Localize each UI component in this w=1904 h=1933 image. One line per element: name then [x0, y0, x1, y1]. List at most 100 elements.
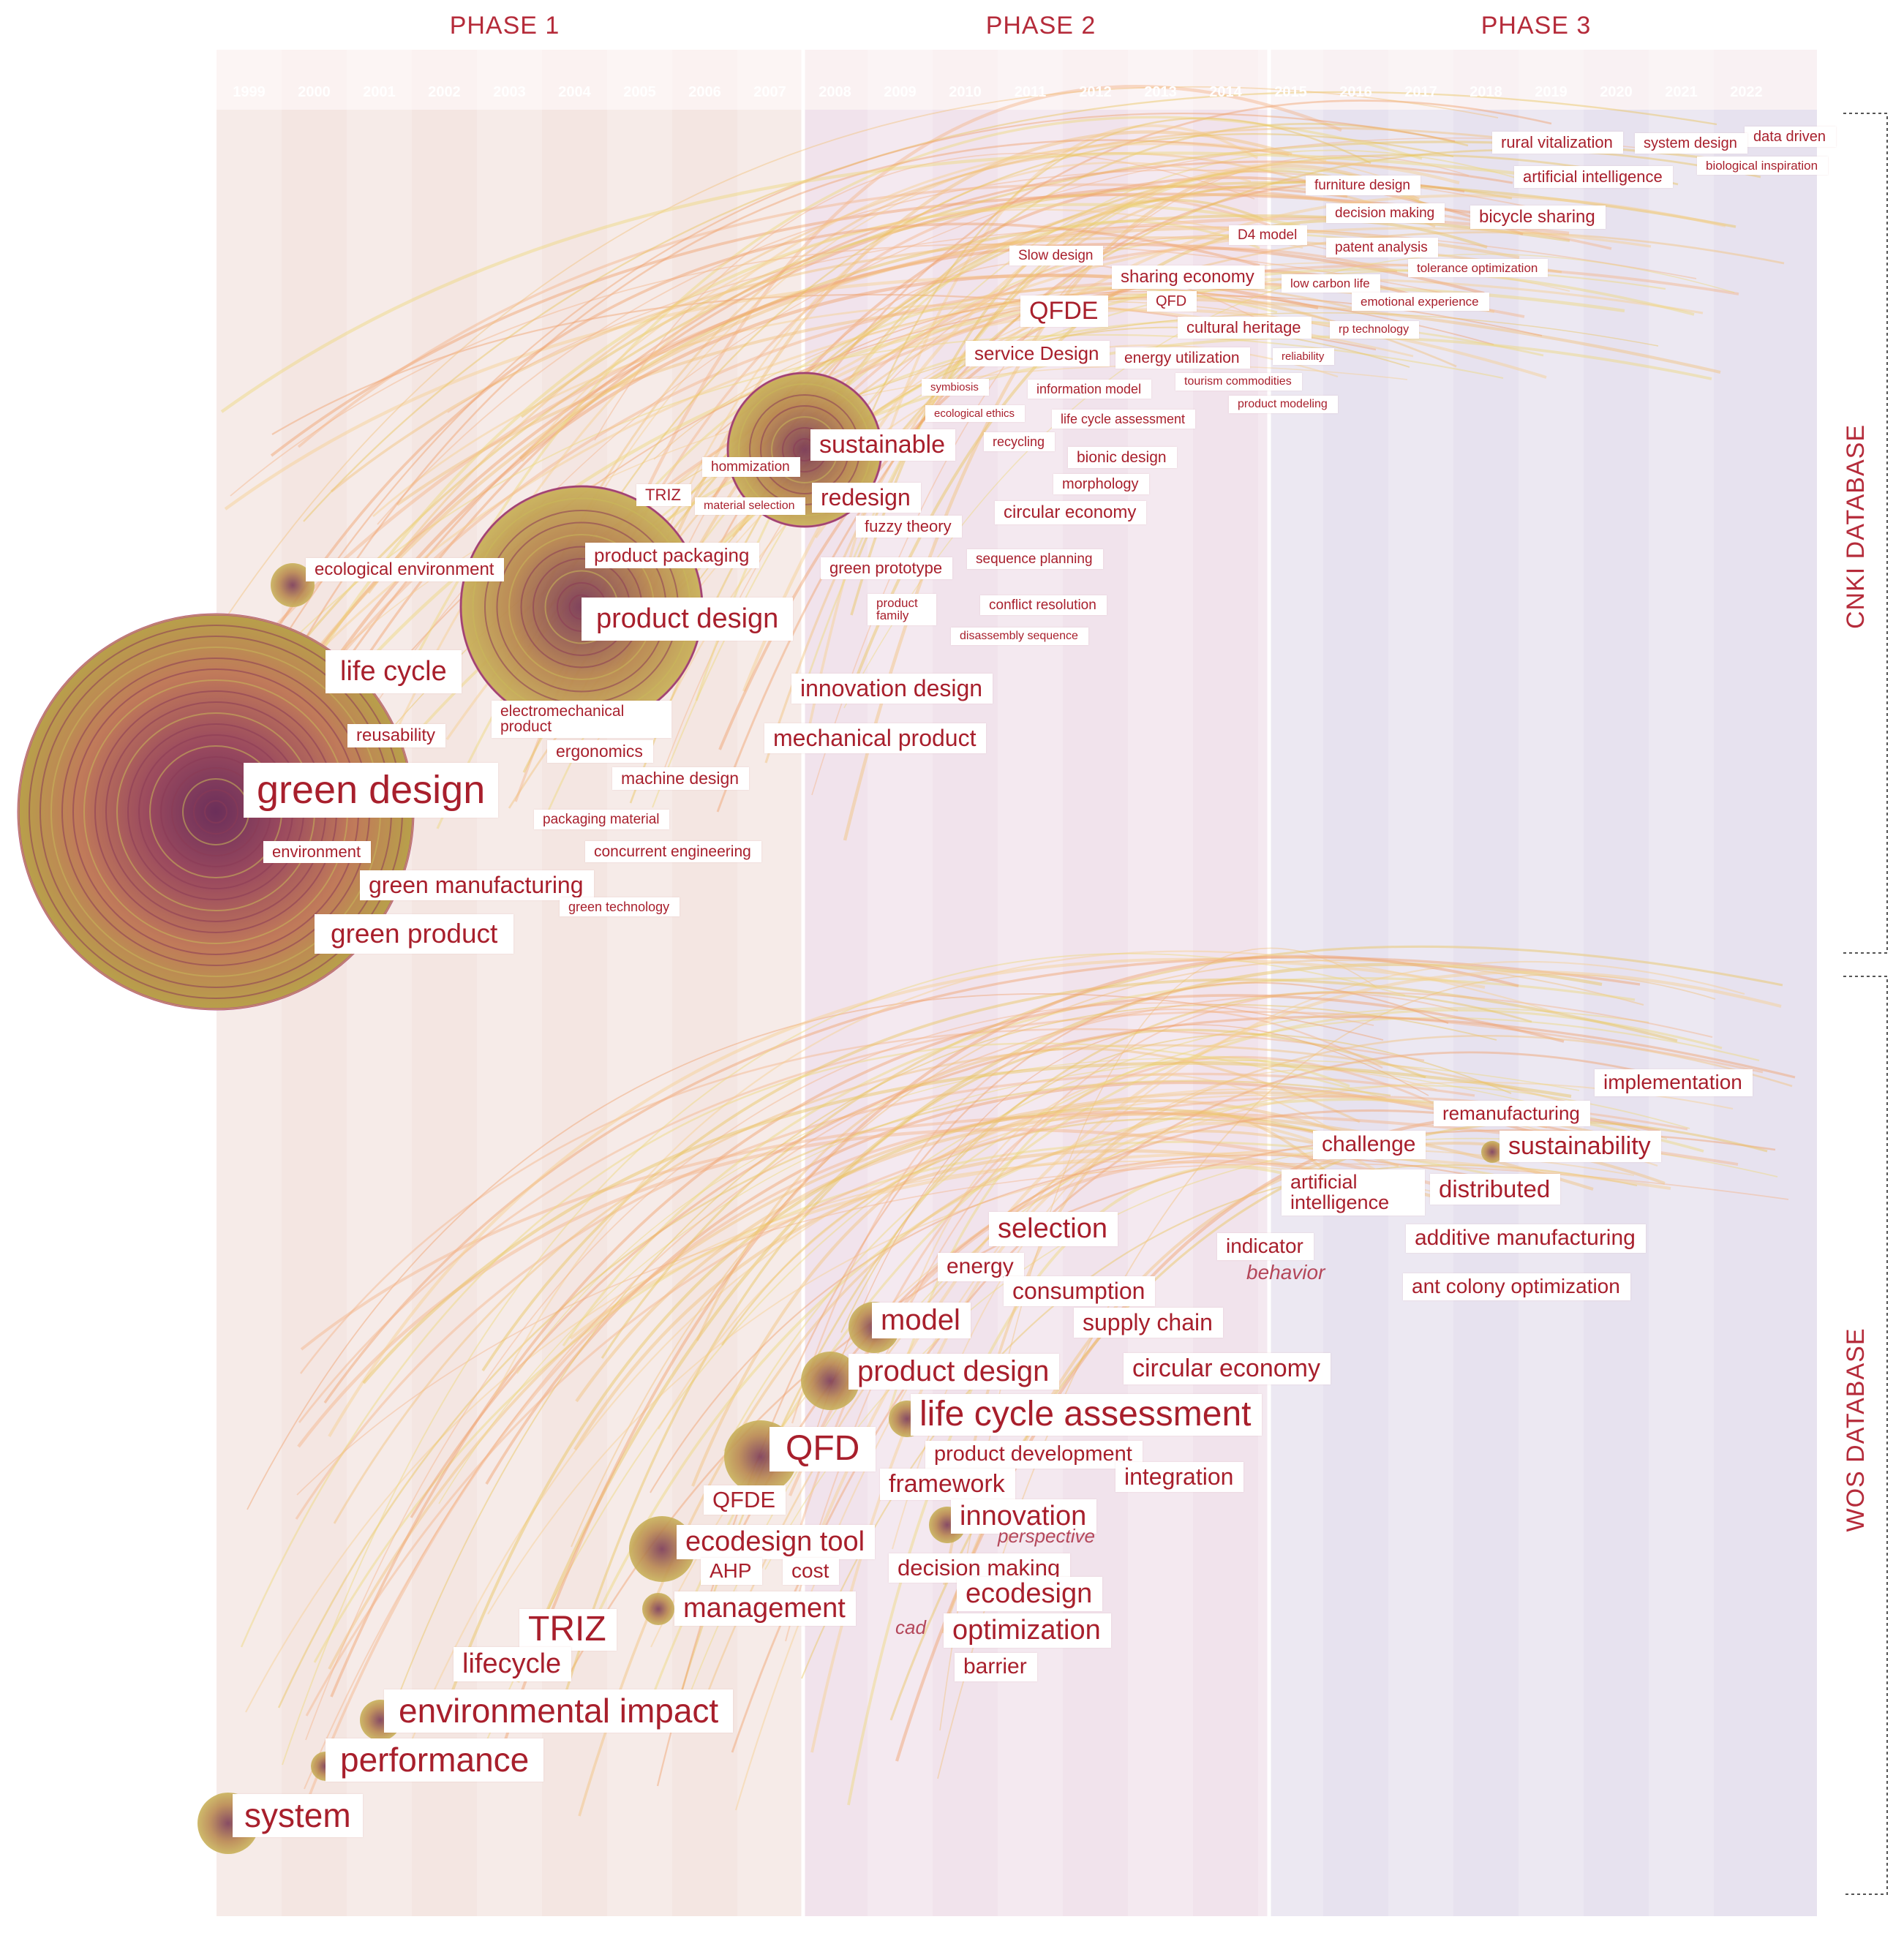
node-ring [204, 800, 227, 824]
link-arc [292, 203, 1301, 698]
wos-keyword: environmental impact [384, 1689, 734, 1733]
year-header-strip [217, 50, 1817, 110]
wos-product-design-node [801, 1352, 859, 1410]
cnki-keyword: life cycle assessment [1052, 410, 1196, 429]
wos-management-node [642, 1593, 674, 1625]
cnki-keyword: circular economy [995, 501, 1147, 525]
link-arc [303, 91, 1717, 522]
wos-keyword: perspective [998, 1525, 1095, 1547]
wos-keyword: lifecycle [454, 1647, 572, 1681]
wos-keyword: integration [1115, 1462, 1244, 1492]
cnki-keyword: biological inspiration [1697, 157, 1829, 176]
link-arc [323, 956, 1641, 1403]
wos-bracket [1843, 976, 1888, 1895]
cnki-keyword: ecological ethics [925, 405, 1026, 423]
phase-2-title: PHASE 2 [986, 12, 1096, 39]
cnki-keyword: QFD [1147, 291, 1197, 312]
link-arc [516, 962, 1603, 1683]
link-arc [516, 1058, 1668, 1374]
link-arc [410, 1015, 1796, 1518]
cnki-keyword: hommization [702, 457, 800, 478]
wos-keyword: indicator [1217, 1233, 1314, 1260]
year-label: 2020 [1600, 84, 1633, 100]
link-arc [301, 1110, 1400, 1814]
year-label: 2015 [1274, 84, 1307, 100]
cnki-keyword: mechanical product [764, 723, 987, 753]
link-arc [695, 220, 1260, 701]
link-arc [282, 952, 1406, 1766]
cnki-keyword: environment [263, 841, 372, 864]
phase-1-title: PHASE 1 [450, 12, 560, 39]
cnki-keyword: packaging material [534, 810, 670, 830]
year-axis: 1999 2000 2001 2002 2003 2004 2005 2006 2007 2008… [233, 84, 1763, 100]
wos-keyword: additive manufacturing [1406, 1224, 1646, 1253]
link-arc [527, 133, 1454, 649]
wos-keyword: product design [848, 1354, 1060, 1390]
link-arc [696, 1047, 1361, 1341]
cnki-keyword: product packaging [585, 543, 760, 568]
cnki-keyword: low carbon life [1282, 274, 1380, 293]
wos-keyword: TRIZ [519, 1609, 617, 1651]
wos-keyword: barrier [955, 1653, 1037, 1681]
year-stripe [1649, 50, 1714, 1916]
link-arc [814, 194, 1726, 539]
wos-keyword: product development [925, 1441, 1143, 1469]
wos-keyword: management [674, 1591, 856, 1626]
cnki-keyword: product modeling [1229, 396, 1338, 414]
year-label: 2010 [949, 84, 982, 100]
wos-keyword: implementation [1595, 1069, 1753, 1096]
phase-3-title: PHASE 3 [1481, 12, 1592, 39]
cnki-keyword: material selection [695, 497, 805, 516]
link-arc [277, 1079, 1391, 1708]
link-arc [245, 1161, 1448, 1713]
cnki-keyword: rural vitalization [1492, 132, 1623, 154]
year-label: 2017 [1404, 84, 1437, 100]
link-arc [718, 269, 1436, 750]
link-arc [220, 151, 1590, 413]
link-arc [279, 113, 1456, 646]
wos-keyword: cad [895, 1616, 926, 1638]
link-arc [298, 1011, 1764, 1423]
year-stripe [868, 50, 933, 1916]
cnki-keyword: rp technology [1330, 321, 1420, 339]
cnki-keyword: electromechanical product [492, 701, 671, 738]
phase-titles: PHASE 1 PHASE 2 PHASE 3 [450, 12, 1592, 39]
link-arc [295, 1072, 1475, 1520]
link-arc [304, 991, 1713, 1790]
link-arc [273, 185, 1348, 812]
link-arc [666, 162, 1252, 532]
year-label: 2011 [1015, 84, 1046, 100]
link-arc [300, 1028, 1425, 1374]
cnki-keyword: conflict resolution [980, 595, 1107, 616]
link-arc [816, 1024, 1429, 1429]
cnki-keyword: energy utilization [1115, 347, 1250, 369]
link-arc [481, 978, 1678, 1372]
year-label: 2019 [1535, 84, 1568, 100]
cnki-keyword: information model [1028, 380, 1152, 399]
link-arc [305, 1095, 1688, 1717]
wos-keyword: innovation [951, 1499, 1097, 1534]
year-label: 2004 [558, 84, 591, 100]
cnki-keyword: Slow design [1009, 246, 1104, 266]
link-arc [300, 1112, 1739, 1351]
cnki-keyword: tolerance optimization [1408, 259, 1549, 278]
cnki-keyword: ergonomics [547, 740, 653, 764]
link-arc [855, 117, 1371, 450]
link-arc [219, 86, 1499, 628]
cnki-keyword: ecological environment [306, 558, 505, 582]
cnki-keyword: data driven [1745, 127, 1836, 148]
link-arc [240, 1042, 1387, 1648]
cnki-keyword: decision making [1326, 203, 1445, 224]
cnki-keyword: tourism commodities [1175, 373, 1302, 391]
wos-keyword: consumption [1004, 1276, 1156, 1306]
cnki-keyword: green prototype [821, 557, 953, 580]
link-arc [247, 993, 1384, 1510]
link-arc [664, 235, 1355, 768]
cnki-keyword: product family [868, 594, 936, 625]
link-arc [653, 301, 1372, 460]
cnki-keyword: emotional experience [1352, 293, 1489, 312]
link-arc [492, 954, 1519, 1779]
cnki-keyword: symbiosis [922, 379, 989, 396]
link-arc [522, 208, 1303, 462]
link-arc [723, 1017, 1760, 1452]
